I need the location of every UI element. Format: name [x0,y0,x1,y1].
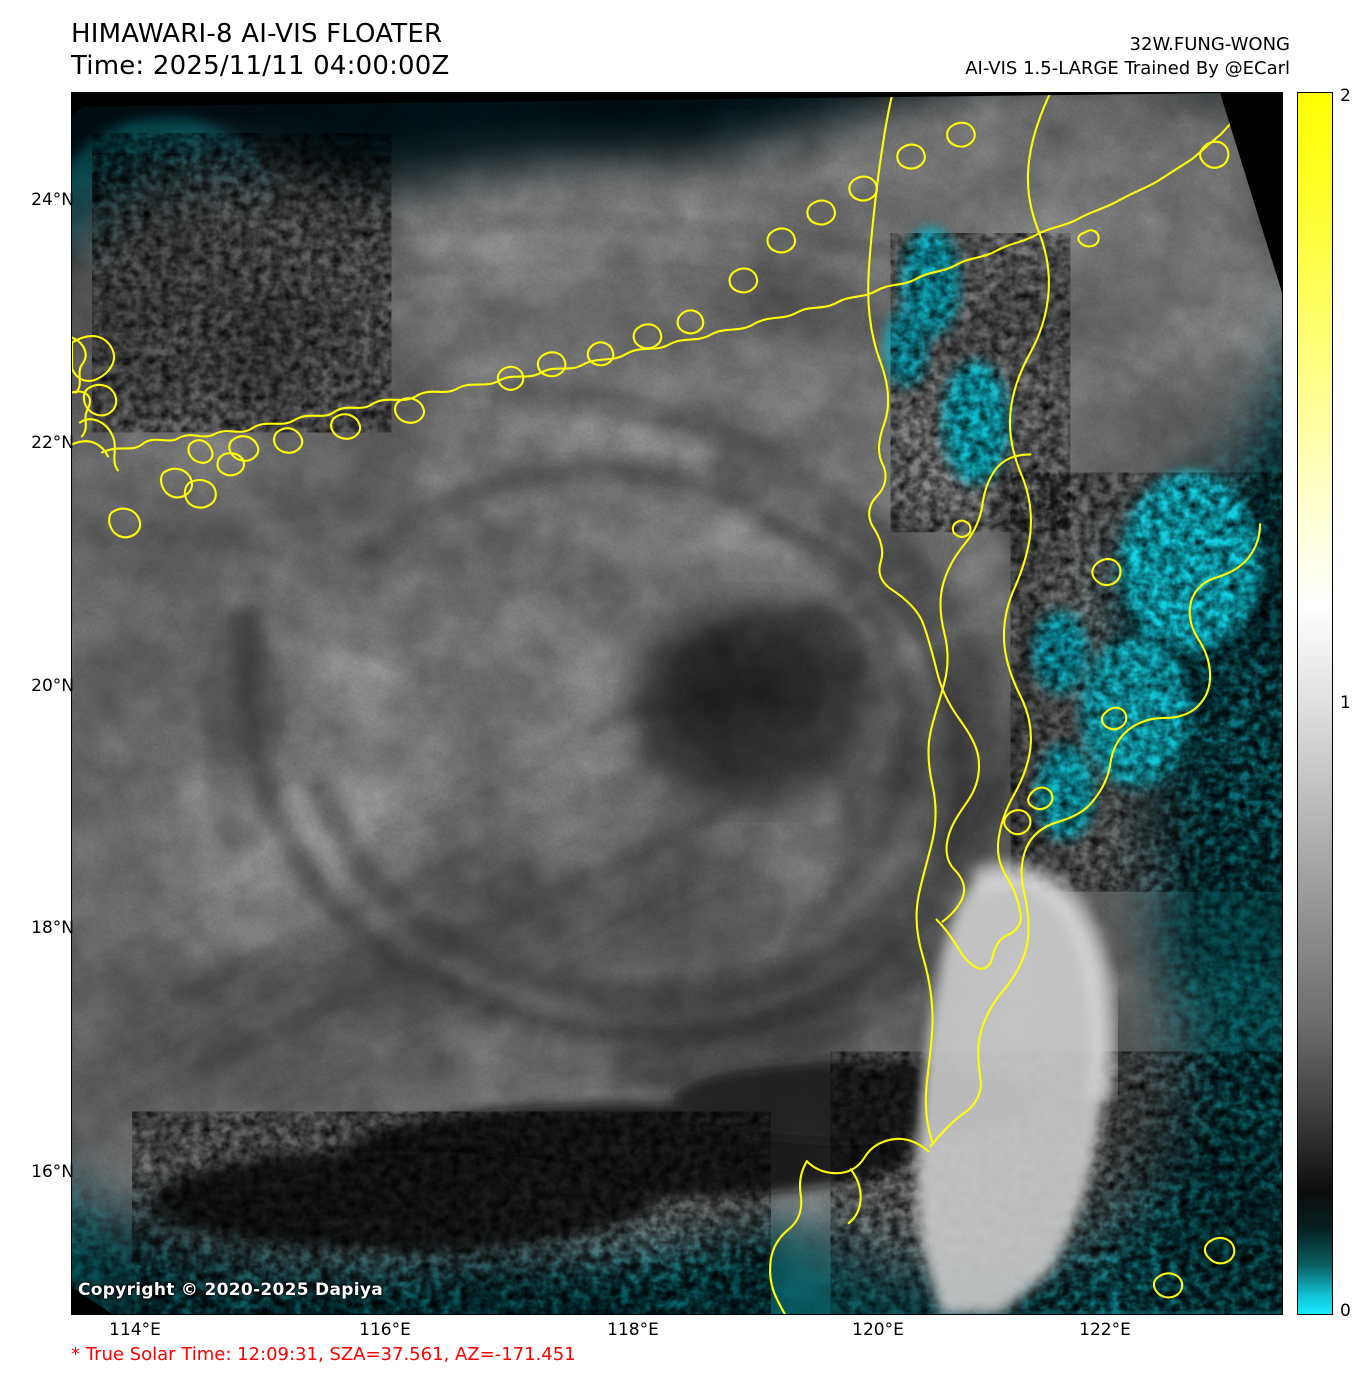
timestamp-label: Time: 2025/11/11 04:00:00Z [71,51,450,81]
y-axis-tick-20n: 20°N [31,676,74,696]
x-axis-tick-116e: 116°E [359,1320,411,1340]
model-id-label: AI-VIS 1.5-LARGE Trained By @ECarl [965,58,1290,79]
y-axis-tick-18n: 18°N [31,918,74,938]
x-axis-tick-120e: 120°E [852,1320,904,1340]
x-axis-tick-114e: 114°E [109,1320,161,1340]
header-title-block: HIMAWARI-8 AI-VIS FLOATER Time: 2025/11/… [71,18,450,82]
satellite-image-panel[interactable] [71,92,1283,1315]
storm-id-label: 32W.FUNG-WONG [1129,34,1290,55]
solar-time-note: * True Solar Time: 12:09:31, SZA=37.561,… [71,1344,576,1365]
page-title: HIMAWARI-8 AI-VIS FLOATER [71,19,443,49]
satellite-raster [72,93,1282,1314]
y-axis-tick-16n: 16°N [31,1162,74,1182]
colorbar-tick-max: 2 [1340,86,1351,106]
colorbar-tick-mid: 1 [1340,693,1351,713]
x-axis-tick-122e: 122°E [1079,1320,1131,1340]
copyright-label: Copyright © 2020-2025 Dapiya [78,1280,383,1300]
colorbar-tick-min: 0 [1340,1301,1351,1321]
y-axis-tick-22n: 22°N [31,433,74,453]
header-meta-block: 32W.FUNG-WONG AI-VIS 1.5-LARGE Trained B… [965,33,1290,81]
coastline-overlay [72,93,1262,1314]
colorbar [1297,92,1333,1315]
y-axis-tick-24n: 24°N [31,190,74,210]
x-axis-tick-118e: 118°E [607,1320,659,1340]
